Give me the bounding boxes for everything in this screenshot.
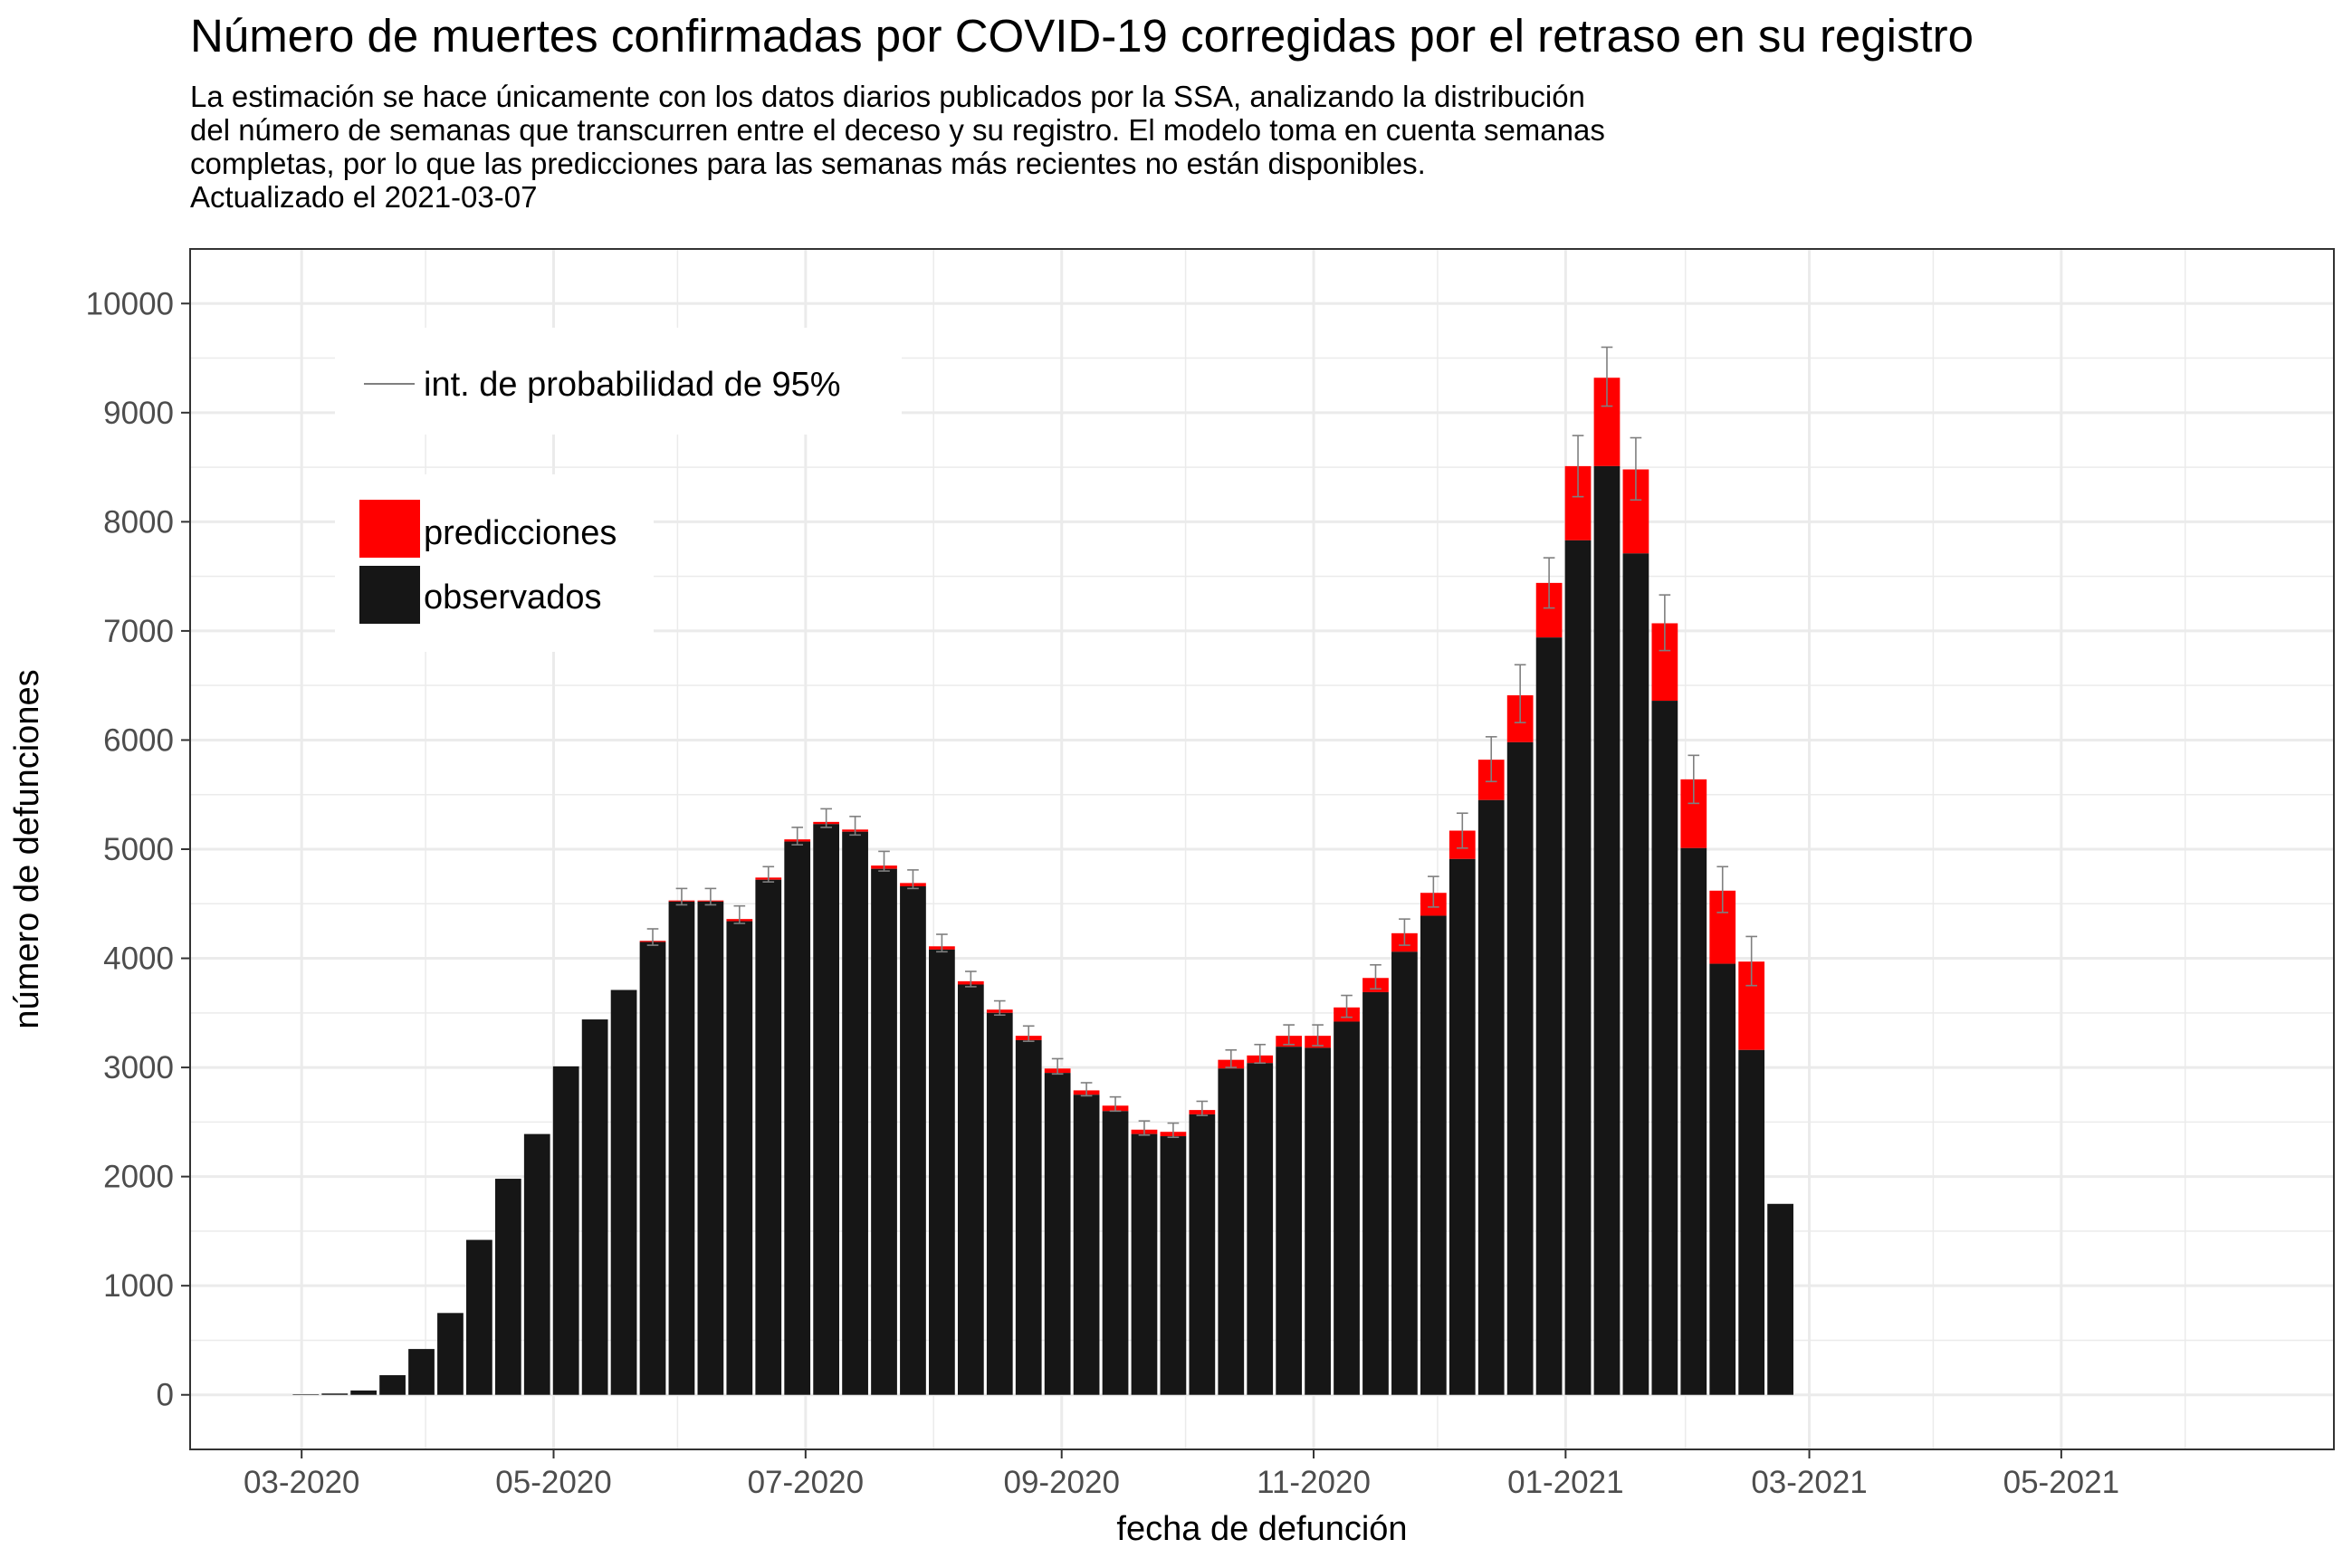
bar-observed bbox=[1651, 701, 1678, 1395]
x-axis: 03-2020 05-2020 07-2020 09-2020 11-2020 01-20… bbox=[244, 1449, 2119, 1500]
bar-observed bbox=[784, 841, 811, 1395]
bar-observed bbox=[986, 1012, 1013, 1395]
subtitle-line: Actualizado el 2021-03-07 bbox=[190, 180, 538, 214]
bar-observed bbox=[1738, 1049, 1765, 1395]
bar-observed bbox=[813, 824, 840, 1395]
bar-observed bbox=[1477, 799, 1505, 1395]
bar-observed bbox=[292, 1394, 320, 1395]
x-tick-label: 05-2020 bbox=[495, 1465, 611, 1500]
subtitle-line: completas, por lo que las predicciones p… bbox=[190, 147, 1426, 180]
bar-observed bbox=[1564, 540, 1592, 1395]
bar-observed bbox=[1160, 1136, 1187, 1395]
bar-observed bbox=[581, 1019, 608, 1395]
y-tick-label: 8000 bbox=[103, 504, 174, 540]
y-tick-label: 4000 bbox=[103, 942, 174, 977]
y-tick-label: 1000 bbox=[103, 1268, 174, 1304]
bar-observed bbox=[1247, 1063, 1274, 1395]
bar-observed bbox=[1362, 991, 1389, 1395]
x-tick-label: 07-2020 bbox=[748, 1465, 864, 1500]
bar-observed bbox=[755, 879, 782, 1395]
legend-key-observados bbox=[359, 566, 420, 624]
bar-observed bbox=[1334, 1021, 1360, 1395]
bar-observed bbox=[668, 901, 695, 1395]
bar-observed bbox=[1448, 858, 1476, 1395]
y-tick-label: 6000 bbox=[103, 722, 174, 758]
bar-observed bbox=[1680, 847, 1707, 1395]
legend-label-predicciones: predicciones bbox=[424, 514, 617, 552]
bar-observed bbox=[1073, 1095, 1100, 1395]
x-tick-label: 03-2021 bbox=[1751, 1465, 1867, 1500]
y-axis-title: número de defunciones bbox=[8, 669, 46, 1028]
x-tick-label: 01-2021 bbox=[1507, 1465, 1623, 1500]
bar-observed bbox=[929, 949, 955, 1395]
legend-key-predicciones bbox=[359, 500, 420, 558]
y-tick-label: 5000 bbox=[103, 832, 174, 867]
bar-observed bbox=[321, 1393, 349, 1395]
bar-observed bbox=[957, 984, 984, 1395]
bar-observed bbox=[1622, 553, 1649, 1395]
bar-observed bbox=[1709, 963, 1736, 1395]
bar-observed bbox=[1391, 951, 1418, 1395]
legend-interval-label: int. de probabilidad de 95% bbox=[424, 366, 841, 404]
subtitle-line: La estimación se hace únicamente con los… bbox=[190, 80, 1585, 113]
bar-observed bbox=[697, 901, 724, 1395]
bar-observed bbox=[900, 885, 926, 1395]
bar-observed bbox=[1420, 915, 1447, 1395]
x-tick-label: 05-2021 bbox=[2003, 1465, 2119, 1500]
bar-observed bbox=[523, 1133, 550, 1395]
bar-observed bbox=[1015, 1039, 1042, 1395]
bar-observed bbox=[552, 1066, 579, 1395]
legend-fill: predicciones observados bbox=[335, 474, 654, 652]
bar-observed bbox=[494, 1179, 521, 1395]
bar-observed bbox=[466, 1239, 492, 1395]
bar-observed bbox=[1189, 1114, 1216, 1395]
legend-interval: int. de probabilidad de 95% bbox=[335, 328, 902, 435]
y-tick-label: 9000 bbox=[103, 396, 174, 431]
bar-observed bbox=[408, 1349, 435, 1395]
x-axis-title: fecha de defunción bbox=[1116, 1510, 1407, 1548]
bar-observed bbox=[726, 921, 753, 1395]
subtitle-line: del número de semanas que transcurren en… bbox=[190, 113, 1605, 147]
x-tick-label: 11-2020 bbox=[1257, 1465, 1371, 1500]
chart-title: Número de muertes confirmadas por COVID-… bbox=[190, 10, 1974, 62]
x-tick-label: 03-2020 bbox=[244, 1465, 359, 1500]
bar-observed bbox=[610, 990, 637, 1395]
y-tick-label: 3000 bbox=[103, 1050, 174, 1085]
bar-observed bbox=[350, 1390, 378, 1395]
bar-observed bbox=[1102, 1111, 1129, 1395]
bar-observed bbox=[1506, 741, 1534, 1395]
bar-observed bbox=[379, 1375, 406, 1395]
bars-layer bbox=[292, 378, 1793, 1395]
y-axis: 0 1000 2000 3000 4000 5000 6000 7000 8000 9000 100… bbox=[86, 286, 190, 1413]
bar-observed bbox=[1593, 465, 1621, 1395]
interval-layer bbox=[646, 346, 1757, 1139]
bar-observed bbox=[1305, 1047, 1331, 1395]
bar-observed bbox=[1767, 1203, 1793, 1395]
bar-observed bbox=[842, 831, 868, 1395]
bar-observed bbox=[639, 942, 666, 1395]
bar-observed bbox=[1044, 1073, 1071, 1395]
y-tick-label: 10000 bbox=[86, 286, 174, 321]
y-tick-label: 0 bbox=[157, 1378, 174, 1413]
bar-observed bbox=[1535, 637, 1563, 1395]
chart-subtitle: La estimación se hace únicamente con los… bbox=[190, 80, 1605, 214]
bar-observed bbox=[1218, 1068, 1245, 1395]
x-tick-label: 09-2020 bbox=[1003, 1465, 1119, 1500]
y-tick-label: 2000 bbox=[103, 1160, 174, 1195]
legend-label-observados: observados bbox=[424, 578, 601, 617]
y-tick-label: 7000 bbox=[103, 614, 174, 649]
bar-observed bbox=[1276, 1047, 1303, 1395]
bar-observed bbox=[1131, 1133, 1158, 1395]
bar-observed bbox=[871, 868, 897, 1395]
bar-observed bbox=[437, 1313, 464, 1395]
